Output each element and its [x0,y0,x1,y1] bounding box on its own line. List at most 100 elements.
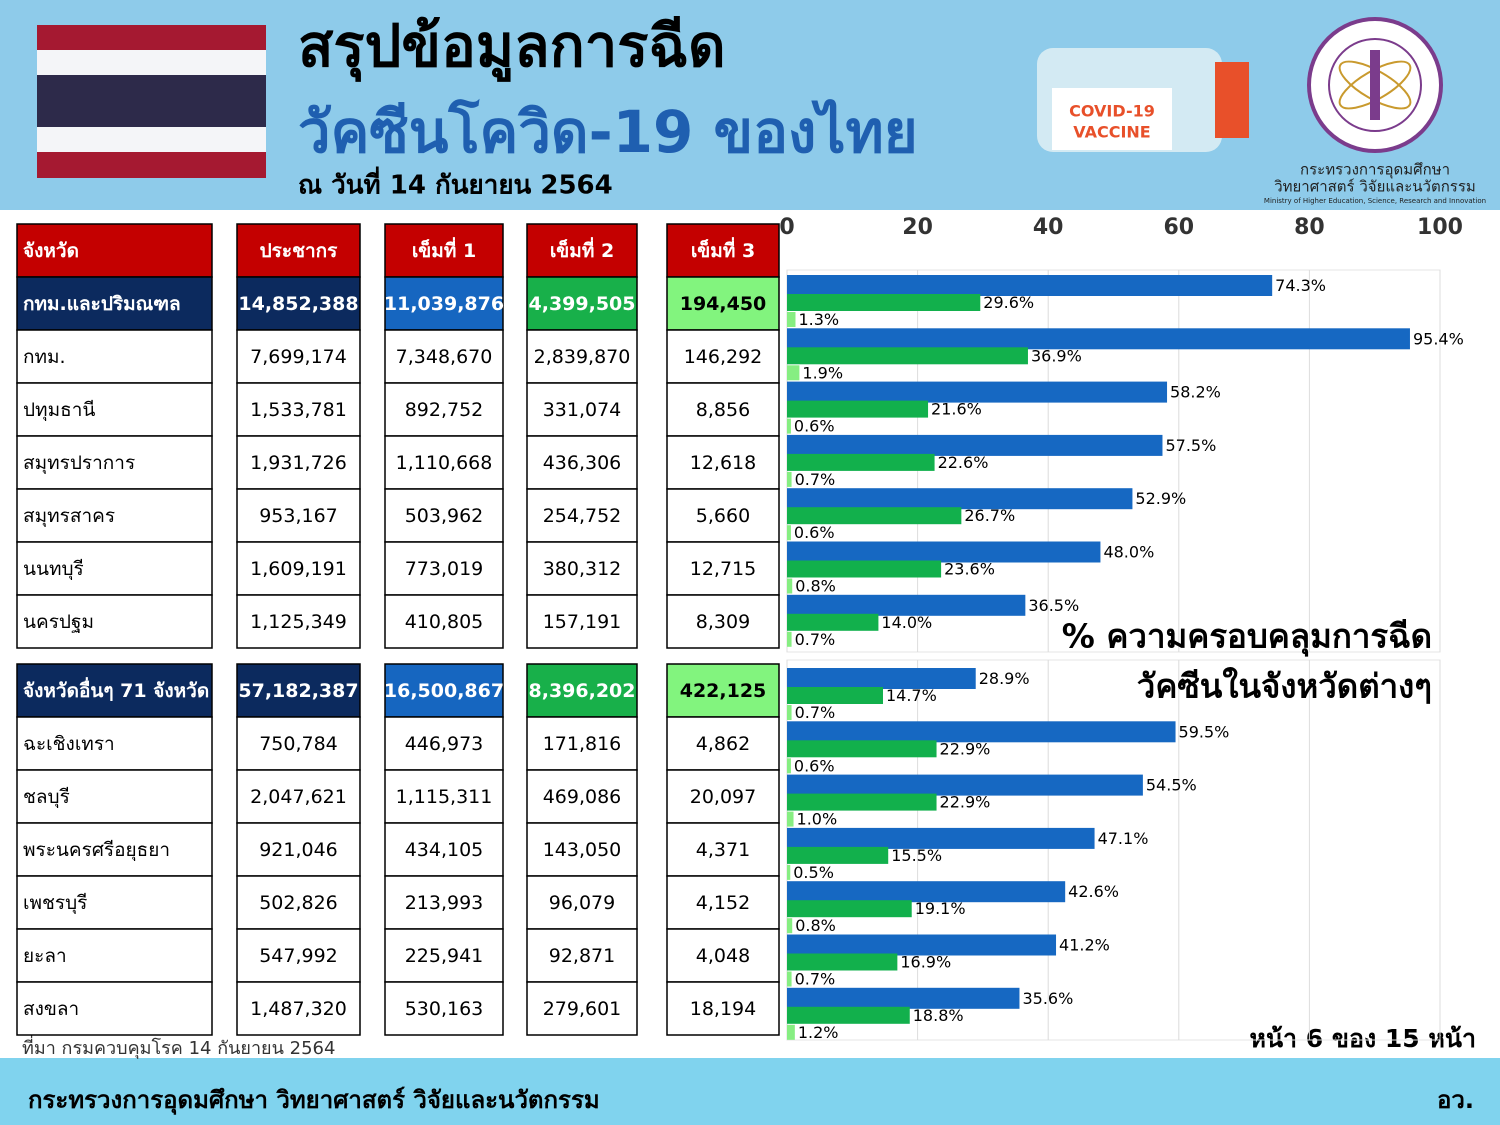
table-value: 446,973 [405,733,484,755]
table-value-cell [384,769,504,824]
bar [787,1006,910,1024]
value-label: 57.5% [1165,436,1216,455]
table-value-cell [16,981,213,1036]
table-value-cell [526,541,638,596]
table-value-cell [16,822,213,877]
date: ณ วันที่ 14 กันยายน 2564 [298,166,613,201]
table-value: 547,992 [259,945,338,967]
bar [787,971,792,987]
bar [787,934,1057,956]
table-value: 436,306 [543,452,622,474]
bar [787,668,976,689]
total-value: 14,852,388 [238,293,358,315]
total-value-cell [526,276,638,331]
bar [787,328,1410,350]
value-label: 1.2% [798,1023,839,1042]
total-value-cell [526,663,638,718]
bar [787,525,791,541]
value-label: 0.8% [795,577,836,596]
table-value: 2,047,621 [250,786,347,808]
table-value-cell [236,769,361,824]
table-value-cell [236,488,361,543]
value-label: 22.9% [940,739,991,758]
table-value-cell [666,488,780,543]
table-value-cell [384,981,504,1036]
table-value-cell [666,435,780,490]
value-label: 0.7% [795,630,836,649]
table-value: 434,105 [405,839,484,861]
table-value: 8,309 [696,611,750,633]
bar [787,827,1095,849]
value-label: 29.6% [983,293,1034,312]
total-value-cell [236,663,361,718]
table-value-cell [526,875,638,930]
bar [787,312,796,327]
table-value: นนทบุรี [23,558,84,581]
vaccine-label: COVID-19 [1069,102,1155,121]
bar [787,740,937,758]
bar [787,1024,795,1040]
value-label: 0.5% [793,863,834,882]
table-value: 773,019 [405,558,484,580]
table-value-cell [236,594,361,649]
table-value-cell [384,822,504,877]
column-header-cell [384,223,504,278]
value-label: 22.9% [940,793,991,812]
bar [787,488,1133,510]
total-value: 194,450 [680,293,767,315]
x-tick-label: 40 [1033,215,1064,240]
table-value-cell [384,541,504,596]
table-value: เพชรบุรี [23,892,87,915]
table-value: ปทุมธานี [23,399,95,422]
total-value: 8,396,202 [529,680,636,702]
total-value-cell [384,276,504,331]
value-label: 0.7% [795,470,836,489]
table-value: 1,125,349 [250,611,347,633]
total-value: 11,039,876 [384,293,504,315]
footer-band [0,1058,1500,1125]
table-value: 380,312 [543,558,622,580]
vaccine-bottle: COVID-19 VACCINE [1037,48,1249,152]
column-header-cell [236,223,361,278]
value-label: 26.7% [964,506,1015,525]
bar [787,365,800,381]
total-value: กทม.และปริมณฑล [23,293,181,315]
bar [787,846,889,864]
source: ที่มา กรมควบคุมโรค 14 กันยายน 2564 [22,1035,335,1059]
table-value: 1,609,191 [250,558,347,580]
table-value: 7,699,174 [250,346,347,368]
value-label: 28.9% [979,669,1030,688]
column-header-cell [16,223,213,278]
table-value: 146,292 [684,346,763,368]
table-value-cell [526,822,638,877]
table-value-cell [16,329,213,384]
table-value: ยะลา [23,945,67,967]
value-label: 14.7% [886,686,937,705]
table-value: สมุทรสาคร [23,505,115,528]
bar [787,381,1168,403]
bar [787,687,883,704]
bar [787,987,1020,1009]
bar [787,705,792,720]
table-value-cell [236,981,361,1036]
subtitle: วัคซีนโควิด-19 ของไทย [298,97,918,166]
table-value-cell [526,488,638,543]
annotation: วัคซีนในจังหวัดต่างๆ [1137,667,1432,706]
title: สรุปข้อมูลการฉีด [298,12,726,83]
table-value: นครปฐม [23,611,94,633]
bar [787,900,912,918]
table-value: 20,097 [690,786,756,808]
bar [787,507,962,525]
table-value: 279,601 [543,998,622,1020]
value-label: 47.1% [1098,829,1149,848]
vaccine-label: VACCINE [1073,123,1150,142]
bar [787,721,1176,743]
column-header: เข็มที่ 3 [691,237,755,262]
x-tick-label: 80 [1294,215,1325,240]
value-label: 95.4% [1413,329,1464,348]
value-label: 41.2% [1059,936,1110,955]
table-value-cell [384,875,504,930]
x-tick-label: 100 [1417,215,1463,240]
bar [787,560,942,578]
